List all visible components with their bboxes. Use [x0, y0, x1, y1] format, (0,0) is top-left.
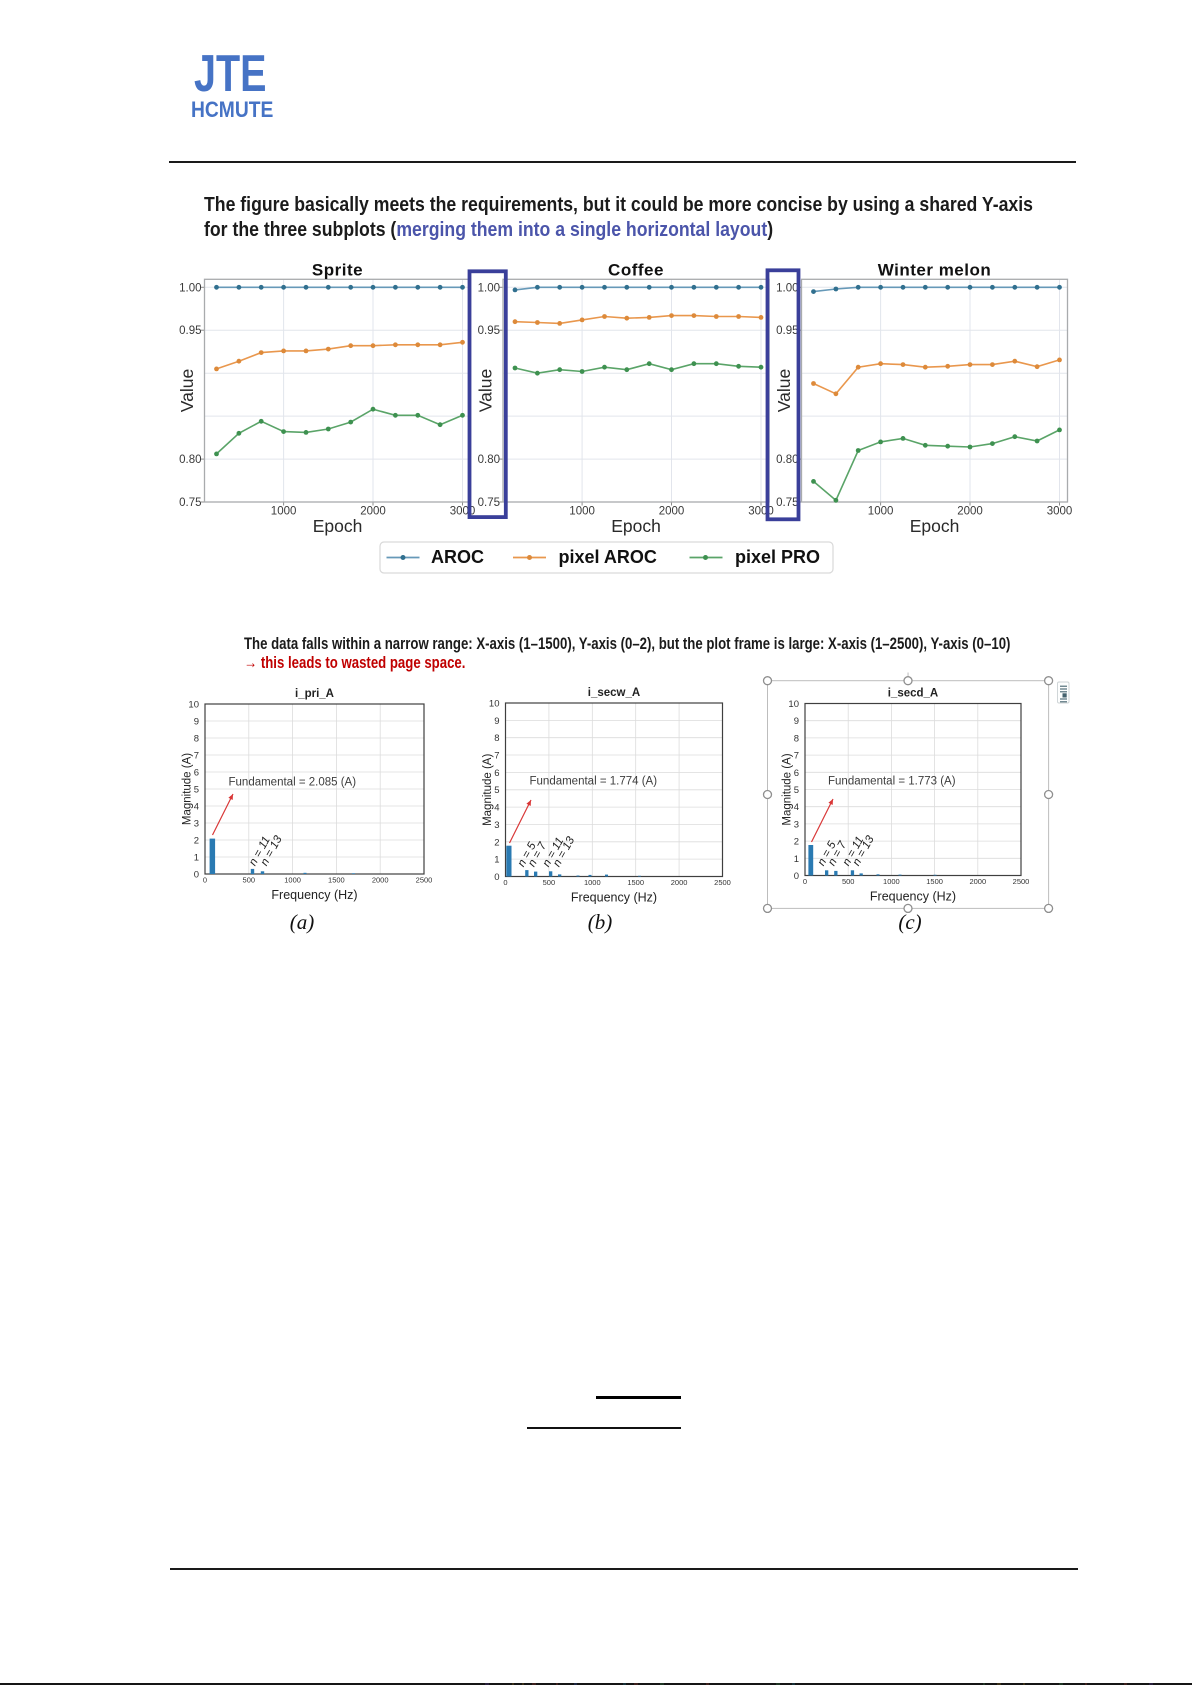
svg-text:8: 8: [794, 733, 799, 744]
svg-text:0.75: 0.75: [776, 497, 798, 509]
svg-text:(a): (a): [290, 910, 315, 934]
svg-text:0.75: 0.75: [478, 497, 500, 509]
svg-text:500: 500: [842, 877, 855, 886]
svg-text:Fundamental = 1.774 (A): Fundamental = 1.774 (A): [530, 776, 658, 788]
svg-text:1500: 1500: [328, 876, 345, 885]
svg-text:1000: 1000: [883, 877, 900, 886]
svg-text:1000: 1000: [284, 876, 301, 885]
svg-text:0.95: 0.95: [478, 325, 500, 337]
svg-text:2000: 2000: [671, 878, 688, 887]
svg-text:1: 1: [494, 855, 499, 866]
svg-text:4: 4: [194, 802, 199, 813]
svg-text:pixel PRO: pixel PRO: [735, 547, 820, 567]
svg-text:Sprite: Sprite: [312, 261, 363, 280]
svg-text:9: 9: [194, 717, 199, 728]
svg-text:0: 0: [194, 870, 199, 881]
svg-text:Magnitude (A): Magnitude (A): [182, 753, 194, 825]
svg-text:0: 0: [794, 871, 799, 882]
svg-text:0: 0: [803, 877, 807, 886]
svg-text:Value: Value: [476, 369, 496, 412]
svg-text:2000: 2000: [957, 506, 983, 518]
svg-text:0: 0: [494, 872, 499, 883]
svg-text:4: 4: [794, 802, 799, 813]
svg-text:Value: Value: [177, 369, 197, 412]
svg-text:1.00: 1.00: [478, 282, 500, 294]
svg-text:Fundamental = 2.085 (A): Fundamental = 2.085 (A): [229, 777, 357, 789]
svg-text:0.95: 0.95: [776, 325, 798, 337]
svg-text:4: 4: [494, 803, 499, 814]
svg-text:Epoch: Epoch: [611, 516, 661, 536]
svg-text:AROC: AROC: [431, 547, 484, 567]
svg-text:0.80: 0.80: [179, 454, 201, 466]
svg-text:Magnitude (A): Magnitude (A): [782, 753, 794, 825]
svg-text:Frequency (Hz): Frequency (Hz): [571, 891, 657, 905]
svg-text:pixel AROC: pixel AROC: [559, 547, 657, 567]
svg-text:(b): (b): [588, 910, 613, 934]
svg-text:0: 0: [503, 878, 507, 887]
svg-text:(c): (c): [898, 910, 921, 934]
svg-text:10: 10: [489, 699, 500, 710]
svg-text:5: 5: [194, 785, 199, 796]
svg-text:2000: 2000: [360, 506, 386, 518]
svg-text:Epoch: Epoch: [313, 516, 363, 536]
svg-text:Value: Value: [774, 369, 794, 412]
svg-text:Epoch: Epoch: [910, 516, 960, 536]
svg-text:i_secw_A: i_secw_A: [588, 687, 640, 699]
svg-text:i_pri_A: i_pri_A: [295, 688, 334, 700]
svg-text:1000: 1000: [584, 878, 601, 887]
svg-text:0.75: 0.75: [179, 497, 201, 509]
svg-text:7: 7: [194, 751, 199, 762]
svg-text:2000: 2000: [372, 876, 389, 885]
svg-text:2: 2: [194, 836, 199, 847]
svg-text:1: 1: [794, 854, 799, 865]
svg-text:5: 5: [794, 785, 799, 796]
svg-text:1000: 1000: [569, 506, 595, 518]
svg-text:2000: 2000: [659, 506, 685, 518]
svg-text:8: 8: [194, 734, 199, 745]
svg-text:Frequency (Hz): Frequency (Hz): [870, 890, 956, 904]
svg-text:10: 10: [788, 699, 799, 710]
svg-text:1.00: 1.00: [776, 282, 798, 294]
svg-text:0.80: 0.80: [776, 454, 798, 466]
svg-text:2: 2: [494, 837, 499, 848]
svg-text:2500: 2500: [714, 878, 731, 887]
svg-text:Coffee: Coffee: [608, 261, 664, 280]
svg-text:1500: 1500: [627, 878, 644, 887]
svg-text:3: 3: [494, 820, 499, 831]
svg-text:3000: 3000: [1047, 506, 1073, 518]
svg-text:3000: 3000: [748, 506, 774, 518]
svg-text:1500: 1500: [926, 877, 943, 886]
svg-text:Frequency (Hz): Frequency (Hz): [271, 888, 357, 902]
svg-text:0.80: 0.80: [478, 454, 500, 466]
svg-text:9: 9: [494, 716, 499, 727]
svg-text:Magnitude (A): Magnitude (A): [482, 754, 494, 826]
svg-text:6: 6: [194, 768, 199, 779]
svg-text:1000: 1000: [271, 506, 297, 518]
svg-text:2500: 2500: [416, 876, 433, 885]
svg-text:10: 10: [188, 700, 199, 711]
svg-text:1.00: 1.00: [179, 282, 201, 294]
svg-text:0.95: 0.95: [179, 325, 201, 337]
svg-text:3: 3: [194, 819, 199, 830]
svg-text:7: 7: [494, 751, 499, 762]
svg-text:0: 0: [203, 876, 207, 885]
svg-text:7: 7: [794, 751, 799, 762]
svg-text:2: 2: [794, 837, 799, 848]
svg-text:6: 6: [794, 768, 799, 779]
svg-text:2500: 2500: [1013, 877, 1030, 886]
svg-text:5: 5: [494, 785, 499, 796]
svg-text:Fundamental = 1.773 (A): Fundamental = 1.773 (A): [828, 776, 956, 788]
svg-text:2000: 2000: [969, 877, 986, 886]
svg-text:500: 500: [543, 878, 556, 887]
svg-text:1000: 1000: [868, 506, 894, 518]
svg-text:6: 6: [494, 768, 499, 779]
svg-text:500: 500: [243, 876, 256, 885]
svg-text:1: 1: [194, 853, 199, 864]
svg-text:Winter melon: Winter melon: [878, 261, 992, 280]
svg-text:9: 9: [794, 716, 799, 727]
svg-text:3: 3: [794, 819, 799, 830]
svg-text:8: 8: [494, 733, 499, 744]
svg-text:i_secd_A: i_secd_A: [888, 688, 939, 700]
